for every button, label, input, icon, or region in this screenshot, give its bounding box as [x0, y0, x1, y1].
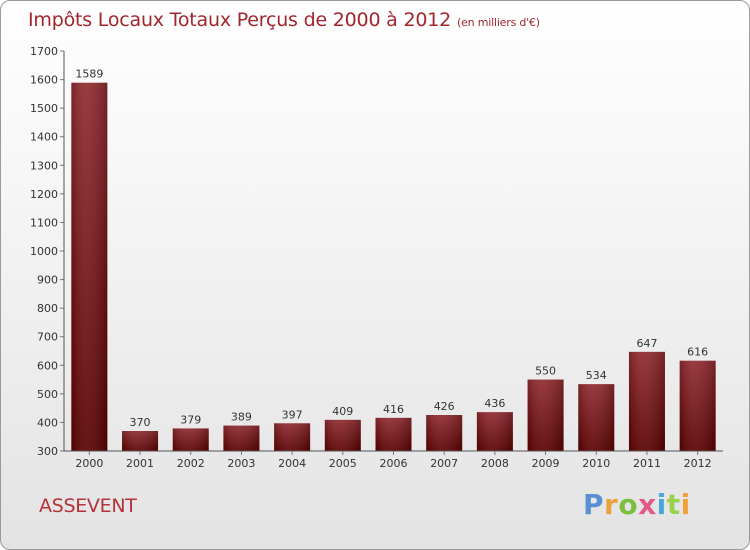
- x-tick-label: 2012: [684, 457, 712, 470]
- value-label: 389: [231, 411, 252, 424]
- value-label: 426: [434, 400, 455, 413]
- bar-shade-2011: [628, 351, 665, 451]
- value-label: 370: [130, 416, 151, 429]
- y-tick-label: 1500: [30, 102, 58, 115]
- x-tick-label: 2000: [75, 457, 103, 470]
- y-tick-label: 1000: [30, 245, 58, 258]
- x-tick-label: 2006: [380, 457, 408, 470]
- value-label: 397: [282, 408, 303, 421]
- value-label: 1589: [75, 68, 103, 81]
- proxiti-logo: Proxiti: [583, 488, 691, 521]
- value-label: 616: [687, 346, 708, 359]
- y-tick-label: 1700: [30, 45, 58, 58]
- y-tick-label: 1300: [30, 159, 58, 172]
- chart-title: Impôts Locaux Totaux Perçus de 2000 à 20…: [28, 9, 540, 31]
- x-tick-label: 2003: [227, 457, 255, 470]
- x-tick-label: 2008: [481, 457, 509, 470]
- y-tick-label: 1200: [30, 188, 58, 201]
- bar-shade-2002: [172, 428, 209, 451]
- y-tick-label: 700: [37, 331, 58, 344]
- value-label: 534: [586, 369, 607, 382]
- y-tick-label: 1100: [30, 216, 58, 229]
- y-tick-label: 400: [37, 416, 58, 429]
- unit-note: (en milliers d'€): [457, 16, 540, 29]
- x-tick-label: 2010: [582, 457, 610, 470]
- x-tick-label: 2009: [532, 457, 560, 470]
- bar-shade-2007: [426, 415, 463, 451]
- y-tick-label: 500: [37, 388, 58, 401]
- x-tick-label: 2011: [633, 457, 661, 470]
- bar-shade-2001: [122, 431, 159, 451]
- y-tick-label: 600: [37, 359, 58, 372]
- value-label: 379: [180, 413, 201, 426]
- x-tick-label: 2001: [126, 457, 154, 470]
- bar-shade-2006: [375, 417, 412, 451]
- bar-shade-2008: [476, 412, 513, 451]
- title-text: Impôts Locaux Totaux Perçus de 2000 à 20…: [28, 9, 452, 31]
- x-tick-label: 2007: [430, 457, 458, 470]
- bar-shade-2004: [274, 423, 311, 451]
- y-tick-label: 1600: [30, 74, 58, 87]
- value-label: 416: [383, 403, 404, 416]
- bar-shade-2012: [679, 360, 716, 451]
- x-tick-label: 2004: [278, 457, 306, 470]
- value-label: 647: [636, 337, 657, 350]
- y-tick-label: 300: [37, 445, 58, 458]
- commune-name: ASSEVENT: [39, 495, 137, 517]
- x-tick-label: 2005: [329, 457, 357, 470]
- y-tick-label: 900: [37, 274, 58, 287]
- value-label: 550: [535, 365, 556, 378]
- y-tick-label: 800: [37, 302, 58, 315]
- x-tick-label: 2002: [177, 457, 205, 470]
- bar-shade-2003: [223, 425, 260, 451]
- y-tick-label: 1400: [30, 131, 58, 144]
- bar-shade-2000: [71, 82, 108, 451]
- bar-shade-2010: [578, 384, 615, 451]
- value-label: 436: [484, 397, 505, 410]
- bar-shade-2005: [324, 419, 361, 451]
- value-label: 409: [332, 405, 353, 418]
- bar-shade-2009: [527, 379, 564, 451]
